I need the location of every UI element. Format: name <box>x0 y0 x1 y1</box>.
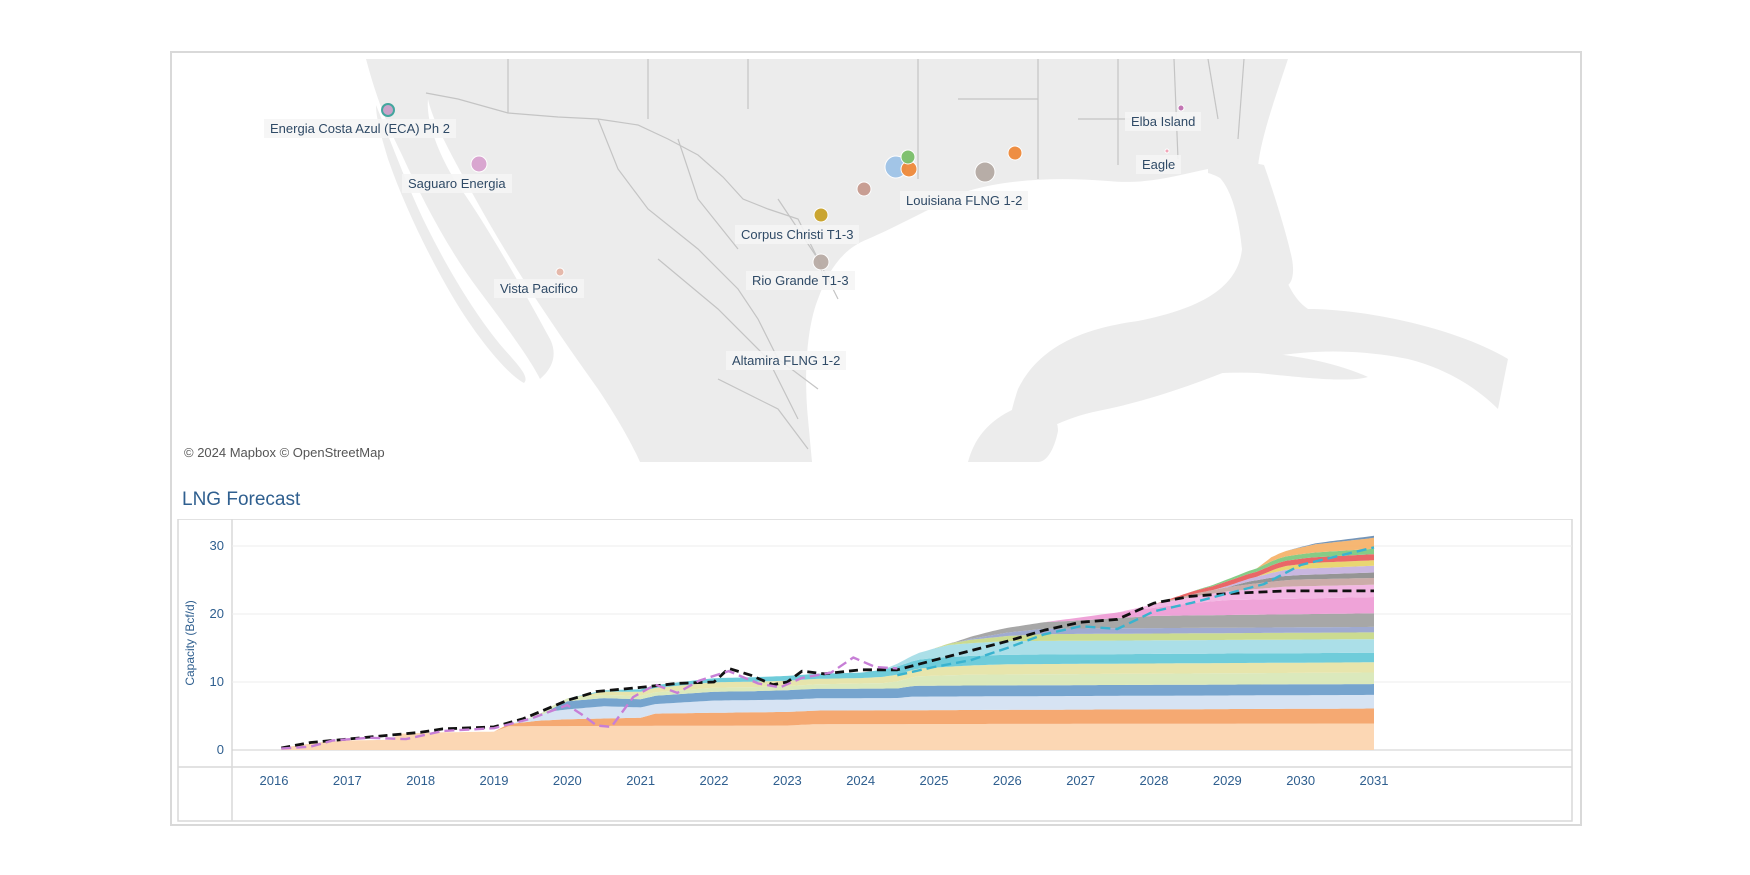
marker-vista[interactable] <box>555 267 565 277</box>
x-tick-label: 2029 <box>1213 773 1242 788</box>
forecast-line-2[interactable] <box>281 656 898 750</box>
stack-area-6[interactable] <box>281 662 1374 748</box>
x-tick-label: 2018 <box>406 773 435 788</box>
x-tick-label: 2026 <box>993 773 1022 788</box>
marker-eca[interactable] <box>381 103 395 117</box>
y-axis-label: Capacity (Bcf/d) <box>183 600 197 685</box>
marker-freeport[interactable] <box>856 181 872 197</box>
facility-markers <box>381 103 1185 277</box>
x-tick-label: 2028 <box>1140 773 1169 788</box>
stack-area-8[interactable] <box>281 639 1374 748</box>
x-tick-label: 2017 <box>333 773 362 788</box>
stack-area-11[interactable] <box>281 613 1374 748</box>
x-tick-label: 2027 <box>1066 773 1095 788</box>
marker-rio[interactable] <box>812 253 830 271</box>
y-tick-label: 30 <box>210 538 224 553</box>
stack-area-3[interactable] <box>281 694 1374 748</box>
x-tick-label: 2023 <box>773 773 802 788</box>
x-tick-label: 2016 <box>260 773 289 788</box>
basemap <box>178 59 1576 462</box>
stack-area-12[interactable] <box>281 597 1374 748</box>
lng-facility-map[interactable]: Energia Costa Azul (ECA) Ph 2 Saguaro En… <box>178 59 1576 462</box>
y-tick-label: 10 <box>210 674 224 689</box>
map-label-elba-island[interactable]: Elba Island <box>1125 112 1202 131</box>
marker-corpus[interactable] <box>813 207 829 223</box>
x-tick-label: 2021 <box>626 773 655 788</box>
map-label-eagle[interactable]: Eagle <box>1136 155 1182 174</box>
y-tick-label: 0 <box>217 742 224 757</box>
forecast-line-1[interactable] <box>281 589 1374 750</box>
map-label-altamira-flng[interactable]: Altamira FLNG 1-2 <box>726 351 847 370</box>
stack-area-1[interactable] <box>281 723 1374 751</box>
chart-title: LNG Forecast <box>182 489 301 510</box>
marker-sabine-3[interactable] <box>900 149 916 165</box>
forecast-line-3[interactable] <box>897 546 1375 677</box>
stack-area-7[interactable] <box>281 652 1374 748</box>
marker-eagle[interactable] <box>1164 148 1170 154</box>
map-attribution[interactable]: © 2024 Mapbox © OpenStreetMap <box>184 445 385 460</box>
stack-area-5[interactable] <box>281 672 1374 749</box>
marker-elba[interactable] <box>1177 104 1185 112</box>
x-tick-label: 2020 <box>553 773 582 788</box>
y-tick-label: 20 <box>210 606 224 621</box>
map-label-vista-pacifico[interactable]: Vista Pacifico <box>494 279 584 298</box>
marker-cameron[interactable] <box>974 161 996 183</box>
stack-area-2[interactable] <box>281 708 1374 749</box>
x-tick-label: 2031 <box>1360 773 1389 788</box>
x-tick-label: 2030 <box>1286 773 1315 788</box>
marker-plaquemines[interactable] <box>1007 145 1023 161</box>
x-tick-label: 2025 <box>920 773 949 788</box>
map-label-louisiana-flng[interactable]: Louisiana FLNG 1-2 <box>900 191 1029 210</box>
lng-forecast-chart[interactable]: 0 10 20 30 2016 2017 2018 2019 2020 2021 2022 2023 2… <box>174 518 1578 824</box>
map-label-saguaro-energia[interactable]: Saguaro Energia <box>402 174 512 193</box>
x-tick-label: 2019 <box>480 773 509 788</box>
marker-saguaro[interactable] <box>470 155 488 173</box>
stack-area-4[interactable] <box>281 684 1374 748</box>
map-label-energia-costa-azul[interactable]: Energia Costa Azul (ECA) Ph 2 <box>264 119 456 138</box>
dashboard-frame: Energia Costa Azul (ECA) Ph 2 Saguaro En… <box>170 51 1582 826</box>
x-tick-label: 2022 <box>700 773 729 788</box>
x-tick-label: 2024 <box>846 773 875 788</box>
map-label-corpus-christi[interactable]: Corpus Christi T1-3 <box>735 225 860 244</box>
map-label-rio-grande[interactable]: Rio Grande T1-3 <box>746 271 855 290</box>
